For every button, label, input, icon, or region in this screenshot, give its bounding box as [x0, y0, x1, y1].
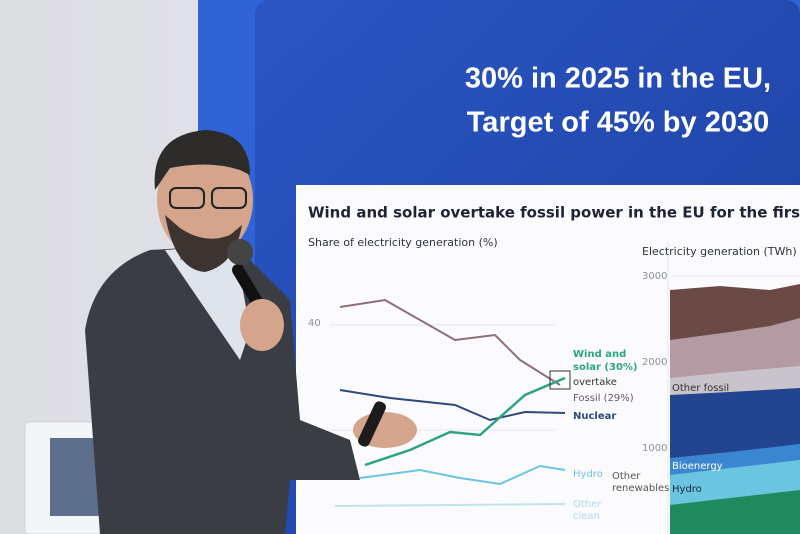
headline: Target of 45% by 2030 — [467, 107, 769, 139]
beard — [165, 215, 242, 272]
area-wind-solar — [670, 490, 800, 534]
tick-label: 2000 — [642, 357, 667, 368]
axis-label: Share of electricity generation (%) — [308, 236, 498, 249]
series-label: overtake — [573, 377, 617, 388]
series-label: solar (30%) — [573, 362, 638, 373]
area-label: Other fossil — [672, 383, 729, 394]
clicker — [358, 401, 386, 447]
shirt — [165, 245, 250, 360]
suit — [85, 245, 360, 534]
hand — [240, 299, 284, 351]
hydro-line — [359, 464, 566, 486]
other-clean-line — [334, 503, 566, 507]
series-label: Fossil (29%) — [573, 393, 634, 404]
series-label: Hydro — [573, 469, 603, 480]
area-label: Other — [612, 471, 641, 482]
tick-label: 1000 — [642, 443, 667, 454]
tick-label: 40 — [308, 318, 321, 329]
headline: 30% in 2025 in the EU, — [465, 63, 771, 95]
highlight-box — [549, 370, 571, 390]
series-label: clean — [573, 511, 600, 522]
glasses — [169, 187, 205, 209]
area-label: renewables — [612, 483, 669, 494]
chart-title: Wind and solar overtake fossil power in … — [308, 204, 800, 222]
area-label: Bioenergy — [672, 461, 723, 472]
hair — [154, 130, 250, 190]
tick-label: 3000 — [642, 271, 667, 282]
microphone-head — [227, 239, 253, 265]
series-label: Nuclear — [573, 411, 616, 422]
nuclear-line — [339, 389, 566, 422]
wind-solar-line — [364, 376, 566, 467]
area-label: Hydro — [672, 484, 702, 495]
series-label: Wind and — [573, 349, 626, 360]
fossil-line — [339, 298, 561, 386]
axis-label: Electricity generation (TWh) — [642, 245, 797, 258]
series-label: Other — [573, 499, 602, 510]
glasses — [211, 187, 247, 209]
